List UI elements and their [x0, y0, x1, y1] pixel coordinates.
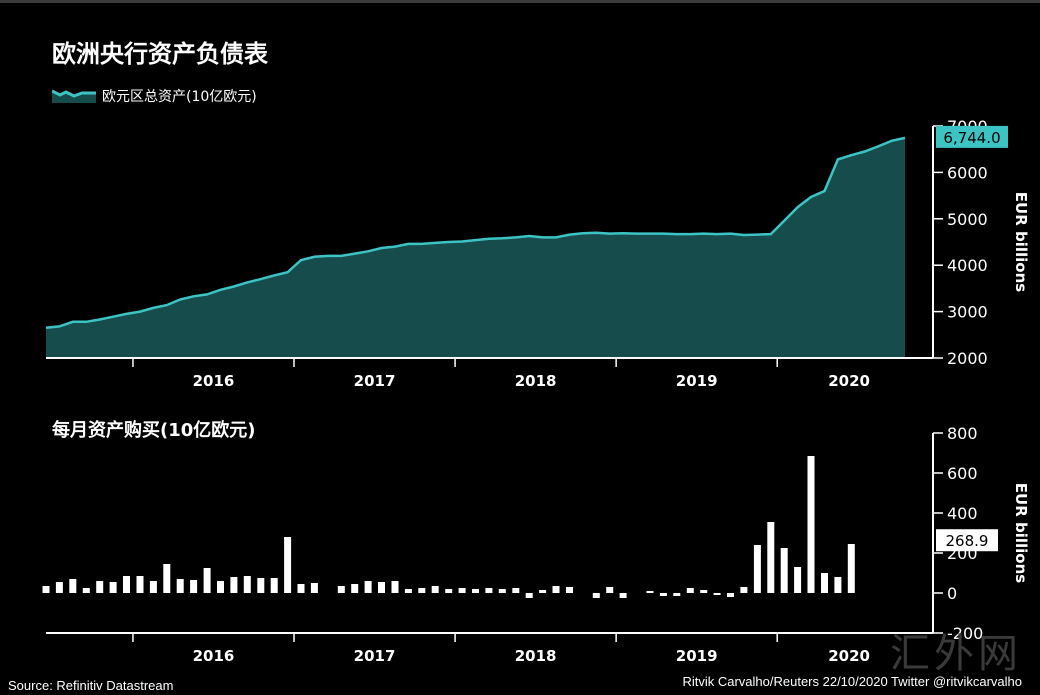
chart-title: 欧洲央行资产负债表 — [52, 40, 268, 68]
y-tick-label: 0 — [947, 584, 957, 603]
asset-purchase-bar — [69, 579, 77, 593]
x-tick-label: 2020 — [828, 372, 870, 390]
asset-purchase-bar — [566, 587, 573, 593]
asset-purchase-bar — [794, 567, 802, 593]
y-tick-label: 2000 — [947, 349, 988, 368]
x-tick-label: 2017 — [354, 647, 396, 665]
bar-chart-title: 每月资产购买(10亿欧元) — [52, 420, 256, 441]
y-tick-label: 5000 — [947, 210, 988, 229]
x-tick-label: 2020 — [828, 647, 870, 665]
asset-purchase-bar — [700, 590, 708, 593]
asset-purchase-bar — [163, 564, 171, 593]
asset-purchase-bar — [96, 581, 104, 593]
asset-purchase-bar — [55, 582, 63, 593]
credit-note: Ritvik Carvalho/Reuters 22/10/2020 Twitt… — [682, 674, 1022, 689]
asset-purchase-bar — [552, 586, 560, 593]
asset-purchase-bar — [659, 593, 667, 596]
asset-purchase-bar — [270, 578, 278, 593]
asset-purchase-bar — [445, 589, 453, 593]
asset-purchase-bar — [190, 580, 198, 593]
asset-purchase-bar — [404, 589, 412, 593]
asset-purchase-bar — [431, 586, 439, 593]
source-note: Source: Refinitiv Datastream — [8, 678, 174, 693]
asset-purchase-bar — [284, 537, 292, 593]
asset-purchase-bar — [673, 593, 681, 596]
x-tick-label: 2016 — [193, 372, 235, 390]
asset-purchase-bar — [230, 577, 238, 593]
total-assets-area — [46, 137, 905, 358]
asset-purchase-bar — [606, 587, 614, 593]
y-tick-label: 4000 — [947, 256, 988, 275]
asset-purchase-bar — [243, 576, 251, 593]
asset-purchase-bar — [498, 589, 506, 593]
x-tick-label: 2018 — [515, 647, 557, 665]
legend: 欧元区总资产(10亿欧元) — [52, 86, 257, 106]
asset-purchase-bar — [753, 545, 761, 593]
top-rule — [0, 0, 1040, 3]
asset-purchase-bar — [217, 581, 224, 593]
asset-purchase-bar — [203, 568, 211, 593]
asset-purchase-bar — [391, 581, 399, 593]
y-tick-label: 600 — [947, 464, 978, 483]
asset-purchase-bar — [418, 588, 426, 593]
asset-purchase-bar — [378, 582, 385, 593]
asset-purchase-bar — [780, 548, 788, 593]
asset-purchase-bar — [42, 586, 50, 593]
watermark: 汇外网 — [890, 631, 1022, 677]
asset-purchase-bar — [834, 577, 842, 593]
asset-purchase-bar — [525, 593, 533, 598]
asset-purchase-bar — [713, 593, 721, 595]
asset-purchase-bar — [82, 588, 90, 593]
last-value-label: 268.9 — [946, 532, 989, 550]
asset-purchase-bar — [458, 588, 466, 593]
x-tick-label: 2019 — [676, 647, 718, 665]
asset-purchase-bar — [257, 578, 265, 593]
asset-purchase-bar — [351, 584, 359, 593]
last-value-badge — [936, 529, 998, 552]
legend-swatch-icon — [52, 89, 96, 103]
area-y-axis-title: EUR billions — [1012, 192, 1030, 292]
asset-purchase-bar — [364, 581, 372, 593]
asset-purchase-bar — [123, 576, 130, 593]
asset-purchase-bar — [337, 586, 345, 593]
asset-purchase-bar — [149, 581, 157, 593]
asset-purchase-bar — [767, 522, 775, 593]
asset-purchase-bar — [847, 544, 855, 593]
asset-purchase-bar — [807, 456, 815, 593]
asset-purchase-bar — [592, 593, 600, 598]
y-tick-label: 800 — [947, 424, 978, 443]
last-value-label: 6,744.0 — [943, 129, 1000, 147]
total-assets-line — [45, 136, 906, 330]
bar-y-axis-title: EUR billions — [1012, 483, 1030, 583]
asset-purchase-bar — [727, 593, 734, 597]
x-tick-label: 2016 — [193, 647, 235, 665]
x-tick-label: 2019 — [676, 372, 718, 390]
asset-purchase-bar — [485, 588, 493, 593]
asset-purchase-bar — [512, 588, 520, 593]
asset-purchase-bar — [619, 593, 627, 598]
y-tick-label: 6000 — [947, 163, 988, 182]
legend-label: 欧元区总资产(10亿欧元) — [102, 89, 257, 105]
asset-purchase-bar — [740, 587, 748, 593]
asset-purchase-bar — [472, 589, 479, 593]
asset-purchase-bar — [297, 584, 305, 593]
last-value-badge — [936, 125, 1008, 148]
asset-purchase-bar — [176, 579, 184, 593]
asset-purchase-bar — [136, 576, 144, 593]
y-tick-label: 3000 — [947, 303, 988, 322]
asset-purchase-bar — [310, 583, 318, 593]
y-tick-label: 400 — [947, 504, 978, 523]
asset-purchase-bar — [539, 590, 547, 593]
x-tick-label: 2017 — [354, 372, 396, 390]
asset-purchase-bar — [646, 591, 654, 593]
x-tick-label: 2018 — [515, 372, 557, 390]
asset-purchase-bar — [686, 588, 694, 593]
asset-purchase-bar — [821, 573, 828, 593]
asset-purchase-bar — [109, 582, 117, 593]
y-tick-label: -200 — [947, 624, 983, 643]
